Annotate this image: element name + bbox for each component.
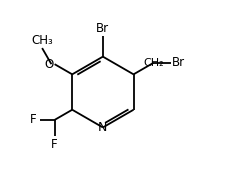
Text: F: F [30, 113, 37, 126]
Text: O: O [44, 58, 54, 71]
Text: Br: Br [96, 22, 109, 35]
Text: F: F [51, 138, 58, 151]
Text: CH₂: CH₂ [143, 58, 164, 68]
Text: CH₃: CH₃ [31, 34, 53, 47]
Text: Br: Br [172, 56, 185, 69]
Text: N: N [98, 121, 108, 134]
